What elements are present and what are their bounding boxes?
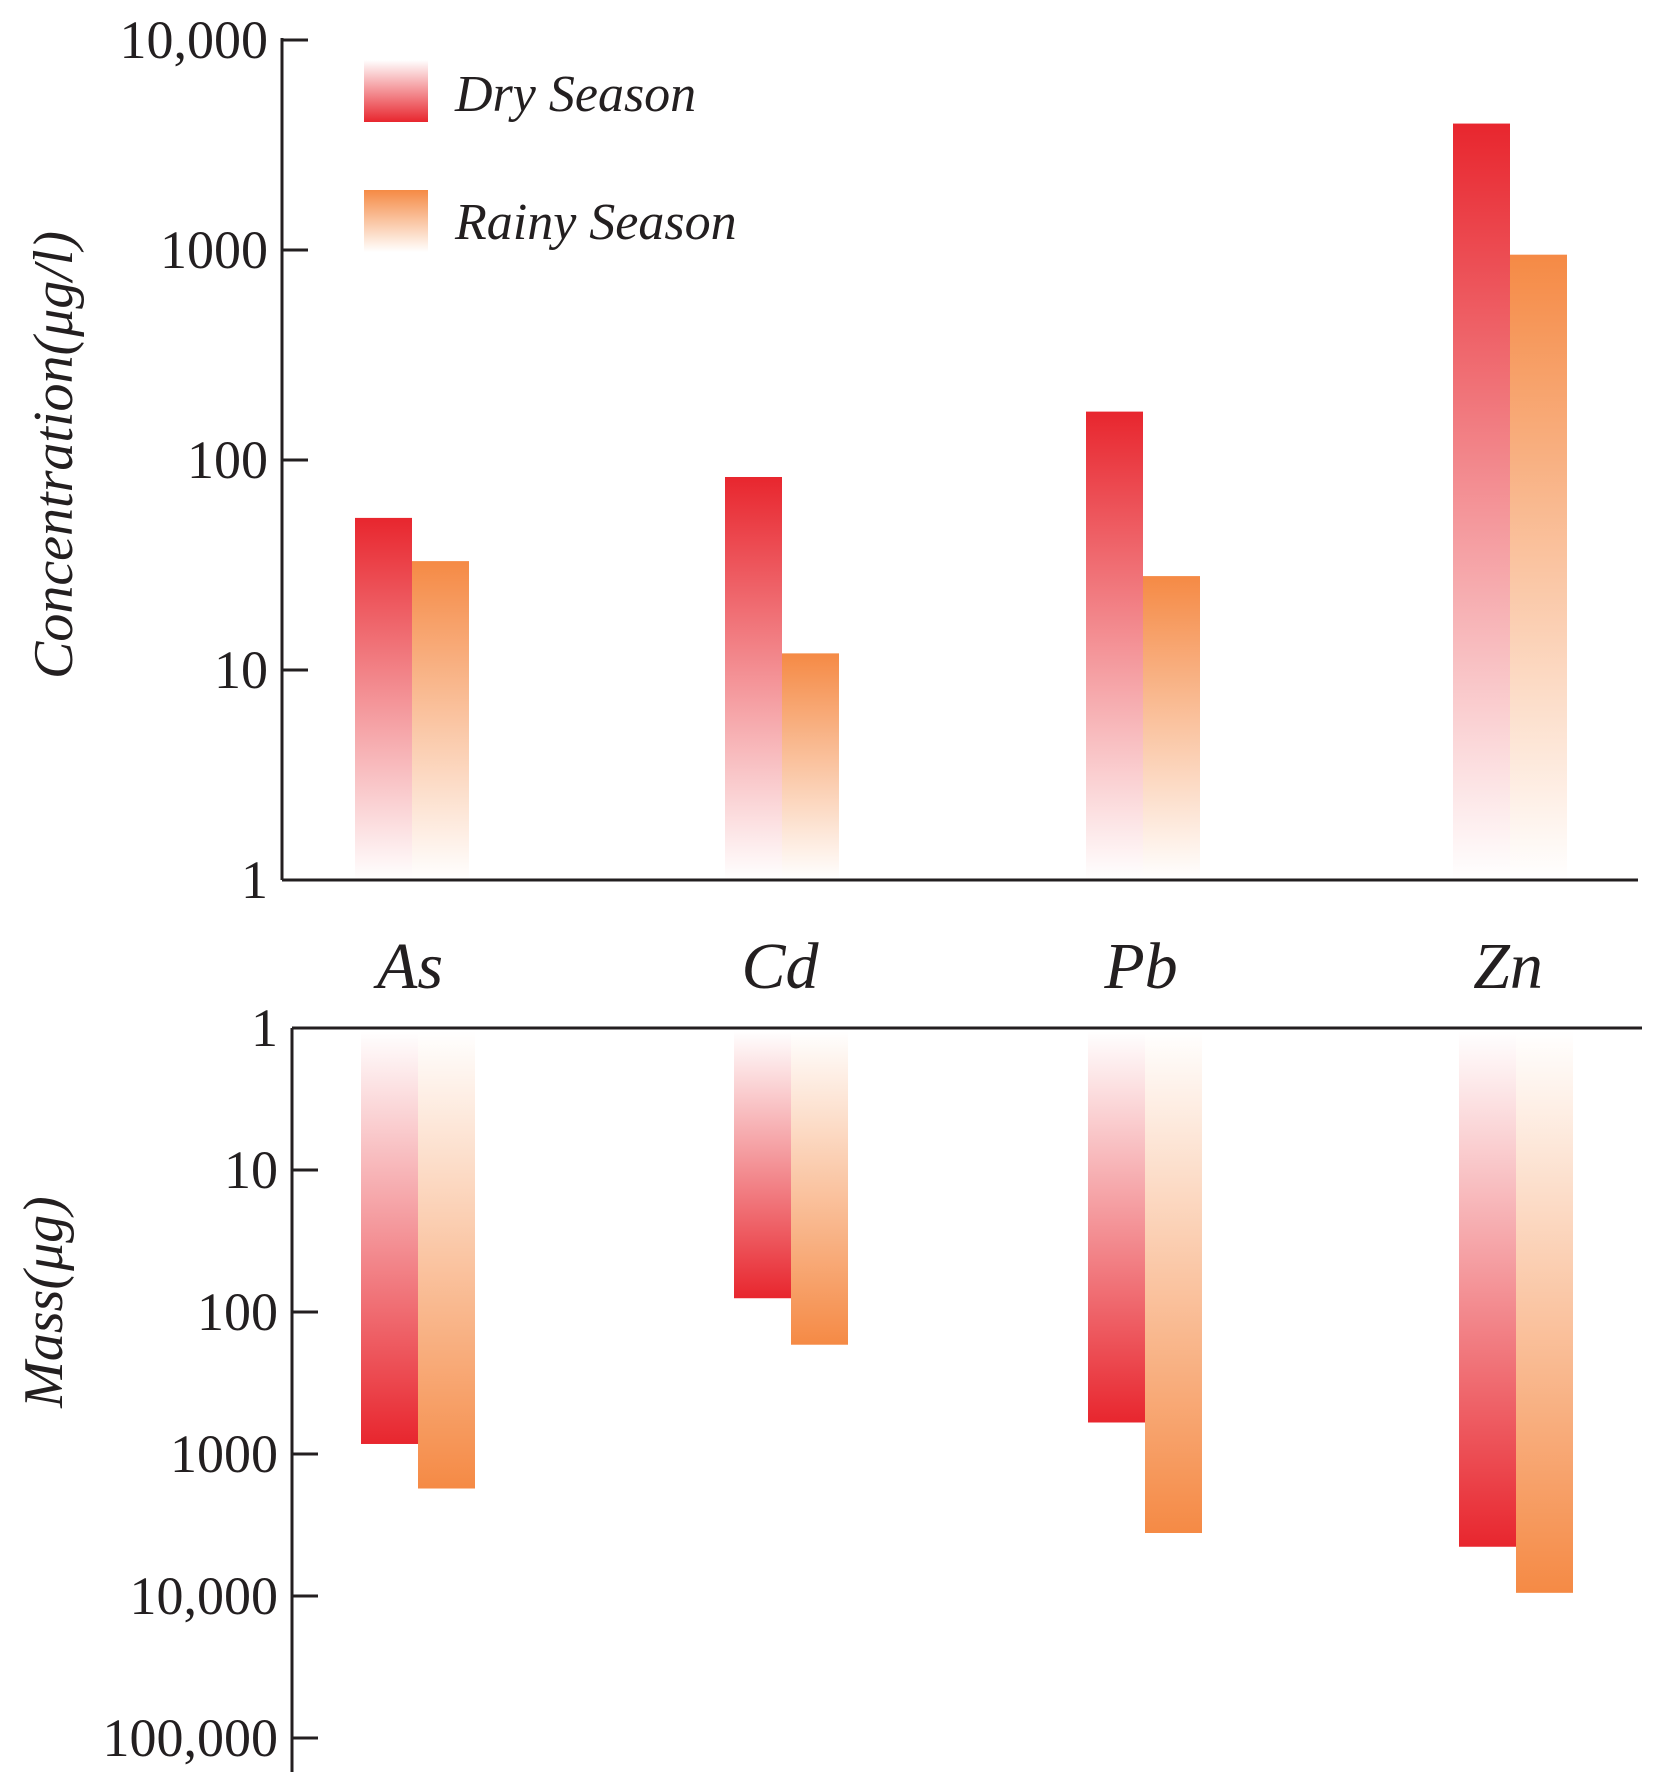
top-y-tick-label: 1000 — [160, 220, 268, 280]
bottom-panel: 1 10 100 1000 10,000 100,000 Mass(μg) — [13, 998, 1642, 1772]
category-label-zn: Zn — [1473, 930, 1543, 1003]
top-y-axis-title: Concentration(μg/l) — [23, 231, 85, 679]
legend-label-rainy: Rainy Season — [454, 194, 737, 251]
bottom-y-tick-label: 100,000 — [103, 1708, 279, 1768]
bottom-y-tick-label: 10,000 — [130, 1566, 279, 1626]
top-y-ticks: 1 10 100 1000 10,000 — [120, 10, 308, 910]
top-y-tick-label: 100 — [187, 430, 268, 490]
bar-rainy-mass-zn — [1516, 1031, 1573, 1593]
bottom-y-tick-label: 1 — [251, 998, 278, 1058]
bottom-bars — [361, 1031, 1573, 1593]
bottom-y-tick-label: 100 — [197, 1282, 278, 1342]
top-panel: 1 10 100 1000 10,000 Concentration(μg/l) — [23, 10, 1638, 910]
top-bars — [355, 123, 1567, 881]
bar-dry-concentration-pb — [1086, 411, 1143, 880]
bar-dry-concentration-zn — [1453, 123, 1510, 881]
bottom-y-ticks: 1 10 100 1000 10,000 100,000 — [103, 998, 318, 1768]
legend-swatch-dry — [364, 60, 428, 122]
category-label-as: As — [373, 930, 443, 1003]
bottom-y-tick-label: 10 — [224, 1140, 278, 1200]
bar-rainy-concentration-as — [412, 561, 469, 880]
bar-rainy-mass-pb — [1145, 1031, 1202, 1533]
bar-dry-concentration-cd — [725, 476, 782, 880]
top-y-tick-label: 10 — [214, 640, 268, 700]
bar-dry-mass-as — [361, 1031, 418, 1444]
category-label-cd: Cd — [741, 930, 819, 1003]
legend: Dry Season Rainy Season — [364, 60, 737, 252]
bar-rainy-mass-cd — [791, 1031, 848, 1345]
bar-rainy-concentration-cd — [782, 653, 839, 880]
bottom-y-tick-label: 1000 — [170, 1424, 278, 1484]
category-label-pb: Pb — [1103, 930, 1177, 1003]
category-labels: As Cd Pb Zn — [373, 930, 1543, 1003]
bottom-y-axis-title: Mass(μg) — [13, 1196, 75, 1409]
bar-dry-concentration-as — [355, 517, 412, 880]
legend-label-dry: Dry Season — [454, 66, 696, 123]
bar-dry-mass-zn — [1459, 1031, 1516, 1547]
legend-swatch-rainy — [364, 190, 428, 252]
top-y-tick-label: 1 — [241, 850, 268, 910]
bar-rainy-mass-as — [418, 1031, 475, 1489]
bar-dry-mass-pb — [1088, 1031, 1145, 1423]
bar-dry-mass-cd — [734, 1031, 791, 1299]
bar-rainy-concentration-pb — [1143, 576, 1200, 880]
top-y-tick-label: 10,000 — [120, 10, 269, 70]
bar-rainy-concentration-zn — [1510, 254, 1567, 880]
